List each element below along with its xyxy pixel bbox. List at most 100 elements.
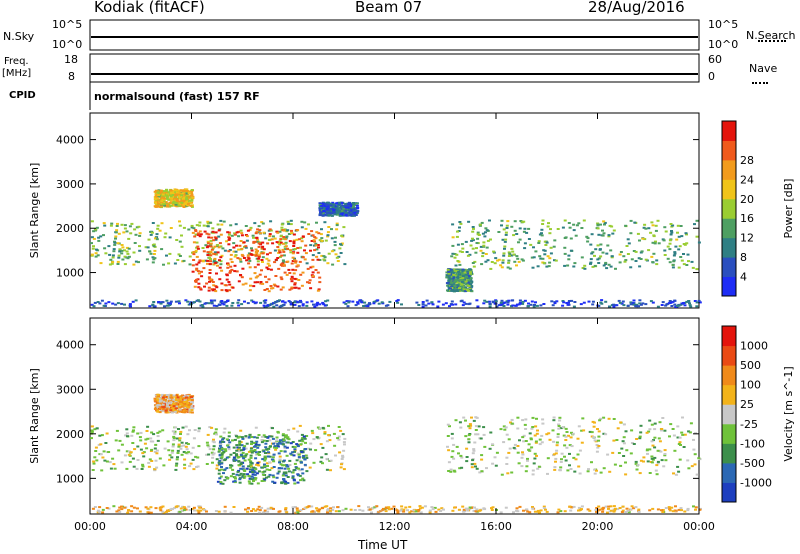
power-cell xyxy=(448,287,452,290)
power-cell xyxy=(216,245,219,248)
power-cell xyxy=(607,235,611,238)
power-cell xyxy=(209,260,212,263)
velocity-cell xyxy=(467,425,471,428)
power-cell xyxy=(218,266,222,269)
power-cell xyxy=(297,238,301,241)
power-cell xyxy=(218,259,221,262)
power-cell xyxy=(214,290,218,293)
velocity-cell xyxy=(231,439,234,442)
power-cell xyxy=(240,232,244,235)
power-cell xyxy=(313,305,317,308)
velocity-cell xyxy=(132,465,136,468)
velocity-cell xyxy=(249,454,253,457)
power-cell xyxy=(269,285,273,287)
velocity-cell xyxy=(607,505,611,508)
velocity-cell xyxy=(295,443,299,446)
power-cell xyxy=(211,247,215,250)
power-cell xyxy=(182,226,186,229)
velocity-cell xyxy=(513,443,517,446)
velocity-cell xyxy=(242,466,246,469)
power-cell xyxy=(227,243,231,246)
power-cell xyxy=(226,263,230,266)
power-cell xyxy=(461,276,465,279)
power-cell xyxy=(633,221,637,224)
power-cell xyxy=(685,233,688,236)
power-cell xyxy=(149,252,153,255)
velocity-cell xyxy=(602,416,606,419)
velocity-cell xyxy=(597,430,601,433)
power-cell xyxy=(199,288,203,291)
power-cell xyxy=(277,248,281,251)
power-cell xyxy=(316,271,320,274)
power-cell xyxy=(155,233,159,236)
velocity-cell xyxy=(670,506,674,509)
power-cell xyxy=(436,305,440,308)
velocity-cell xyxy=(462,508,466,511)
velocity-cell xyxy=(249,450,253,452)
power-cell xyxy=(235,244,238,247)
velocity-cell xyxy=(129,451,133,454)
velocity-cell xyxy=(538,511,541,514)
velocity-cell xyxy=(412,509,416,512)
velocity-cell xyxy=(238,440,242,443)
power-cell xyxy=(513,260,517,263)
nave-tick-bottom: 0 xyxy=(708,70,715,83)
power-cell xyxy=(553,259,556,262)
velocity-cell xyxy=(170,507,174,510)
velocity-cell xyxy=(132,426,136,429)
power-cell xyxy=(546,225,550,228)
power-cell xyxy=(237,280,241,283)
velocity-cell xyxy=(653,428,657,431)
velocity-cell xyxy=(687,467,691,470)
velocity-cell xyxy=(596,446,600,449)
power-cell xyxy=(338,247,342,250)
power-cell xyxy=(460,251,464,253)
power-cell xyxy=(256,275,260,278)
power-cell xyxy=(335,212,339,214)
velocity-cell xyxy=(273,441,277,444)
velocity-cell xyxy=(545,510,549,513)
power-cell xyxy=(450,289,454,292)
velocity-cell xyxy=(173,432,177,435)
velocity-cell xyxy=(125,428,129,431)
power-cell xyxy=(458,273,461,276)
velocity-cell xyxy=(663,449,667,452)
velocity-cell xyxy=(237,460,241,463)
velocity-cell xyxy=(178,510,182,513)
velocity-cell xyxy=(92,462,96,465)
power-cell xyxy=(679,303,683,306)
velocity-cell xyxy=(308,466,312,469)
power-cell xyxy=(192,251,196,253)
velocity-cell xyxy=(205,453,209,456)
velocity-cell xyxy=(299,443,303,446)
power-cell xyxy=(295,300,299,303)
power-cell xyxy=(256,263,260,266)
velocity-cell xyxy=(531,469,535,472)
velocity-cell xyxy=(120,443,124,446)
velocity-cell xyxy=(535,432,539,435)
velocity-cell xyxy=(554,452,558,455)
power-cell xyxy=(279,238,283,241)
power-cell xyxy=(342,207,346,210)
power-cell xyxy=(198,221,202,224)
velocity-cell xyxy=(236,436,240,439)
velocity-cell xyxy=(275,436,279,439)
velocity-cell xyxy=(155,466,159,469)
power-cell xyxy=(505,224,509,227)
power-cell xyxy=(275,230,279,233)
power-cell xyxy=(543,253,547,256)
velocity-cell xyxy=(281,433,285,436)
velocity-cell xyxy=(242,476,246,479)
power-cell xyxy=(668,261,672,264)
power-cell xyxy=(677,248,681,251)
power-cell xyxy=(591,265,595,268)
power-cell xyxy=(150,231,154,234)
power-cell xyxy=(351,205,355,208)
power-cell xyxy=(458,288,462,291)
power-cell xyxy=(260,221,264,224)
power-cell xyxy=(282,236,286,238)
power-cell xyxy=(138,249,142,252)
power-cell xyxy=(198,300,202,303)
power-cell xyxy=(311,258,315,261)
power-cell xyxy=(199,233,203,236)
